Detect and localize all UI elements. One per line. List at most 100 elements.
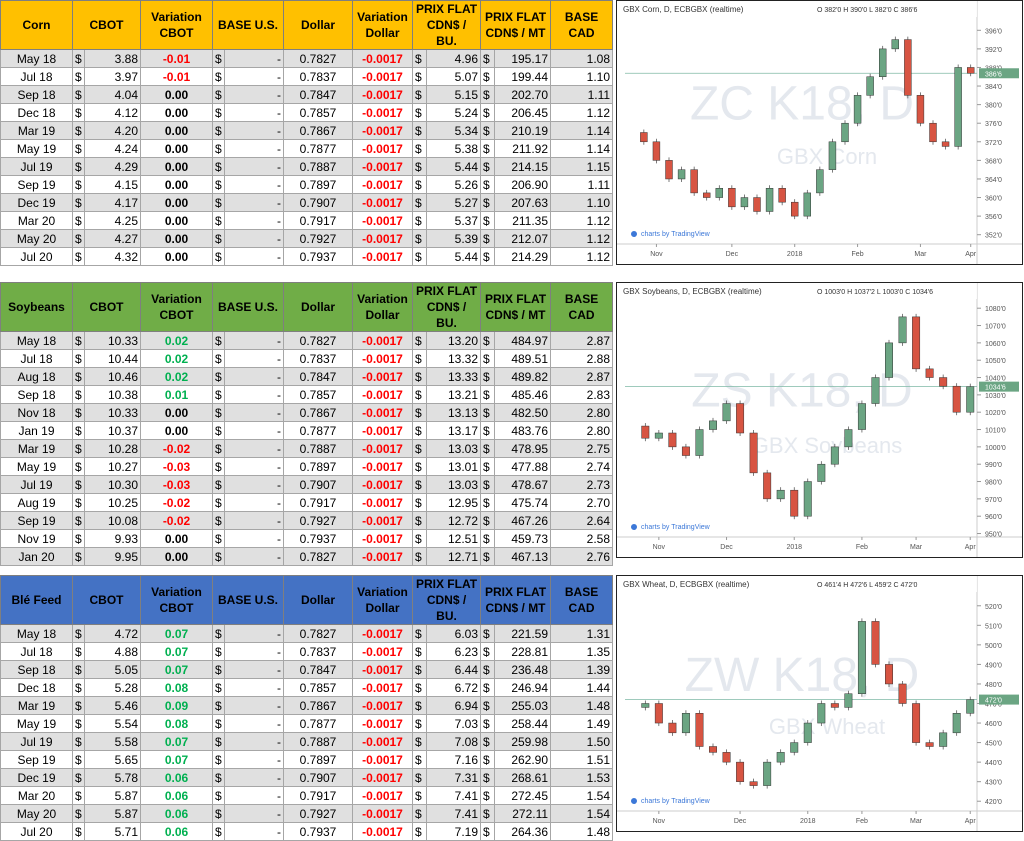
x-tick-label: Feb: [856, 818, 868, 825]
table-cell: -: [223, 385, 285, 404]
table-cell: 7.08: [426, 732, 482, 751]
table-cell: $: [480, 49, 496, 68]
table-cell: 2.58: [550, 529, 614, 548]
price-table: Soybeans CBOT Variation CBOT BASE U.S. Dolla…: [0, 282, 614, 566]
table-cell: 13.03: [426, 439, 482, 458]
candle: [641, 425, 650, 439]
table-row: May 18 $4.72 0.07 $ -0.7827 -0.0017 $6.03 $221.…: [0, 624, 614, 643]
table-cell: $: [480, 157, 496, 176]
table-cell: 2.80: [550, 421, 614, 440]
table-cell: $: [480, 85, 496, 104]
table-cell: $: [72, 331, 85, 350]
table-cell: Jul 19: [0, 157, 73, 176]
table-cell: Sep 18: [0, 385, 73, 404]
table-cell: -: [223, 768, 285, 787]
table-cell: 272.45: [494, 786, 552, 805]
header-cell: PRIX FLAT CDN$ / MT: [480, 282, 552, 332]
table-cell: Mar 20: [0, 786, 73, 805]
table-cell: $: [212, 385, 225, 404]
table-cell: -: [223, 547, 285, 566]
table-cell: May 20: [0, 229, 73, 248]
table-cell: -0.0017: [352, 624, 414, 643]
candle: [939, 732, 948, 747]
table-cell: -0.0017: [352, 804, 414, 823]
table-row: Jul 19 $10.30 -0.03 $ -0.7907 -0.0017 $13.03 $4…: [0, 475, 614, 494]
section: Corn CBOT Variation CBOT BASE U.S. Dollar Var…: [0, 0, 1024, 266]
table-cell: $: [212, 529, 225, 548]
table-cell: $: [72, 229, 85, 248]
watermark-sub: GBX Soybeans: [752, 433, 902, 458]
table-cell: 0.7937: [283, 822, 354, 841]
table-cell: $: [212, 67, 225, 86]
candle: [885, 664, 893, 685]
table-cell: $: [412, 103, 428, 122]
title-bg: [617, 1, 977, 17]
credit: charts by TradingView: [641, 798, 711, 805]
candle: [736, 403, 745, 434]
table-cell: $: [72, 367, 85, 386]
table-cell: $: [412, 85, 428, 104]
table-cell: 0.08: [140, 714, 213, 733]
table-cell: $: [480, 103, 496, 122]
table-cell: Jul 18: [0, 349, 73, 368]
candle: [665, 160, 673, 180]
candle: [879, 48, 887, 77]
candle: [763, 761, 772, 786]
x-tick-label: Dec: [720, 544, 733, 551]
table-cell: Sep 19: [0, 175, 73, 194]
table-cell: 2.75: [550, 439, 614, 458]
y-tick-label: 356'0: [985, 214, 1002, 221]
candle: [654, 432, 663, 439]
table-cell: 0.7917: [283, 211, 354, 230]
table-cell: 1.10: [550, 193, 614, 212]
table-cell: $: [212, 750, 225, 769]
chart-quote: O 461'4 H 472'6 L 459'2 C 472'0: [817, 582, 918, 589]
header-cell: CBOT: [72, 0, 141, 50]
table-cell: 0.7877: [283, 714, 354, 733]
table-row: May 20 $4.27 0.00 $ -0.7927 -0.0017 $5.39 $212.…: [0, 229, 614, 248]
candle: [904, 39, 912, 96]
table-cell: 0.7937: [283, 529, 354, 548]
y-tick-label: 392'0: [985, 47, 1002, 54]
candle: [654, 703, 663, 724]
table-cell: 2.88: [550, 349, 614, 368]
candle: [857, 403, 866, 430]
table-cell: $: [212, 139, 225, 158]
table-cell: -: [223, 732, 285, 751]
candle: [753, 197, 761, 212]
candle: [722, 752, 731, 763]
table-cell: 0.7867: [283, 403, 354, 422]
table-row: May 18 $10.33 0.02 $ -0.7827 -0.0017 $13.20 $48…: [0, 331, 614, 350]
table-cell: 210.19: [494, 121, 552, 140]
table-cell: 1.50: [550, 732, 614, 751]
table-cell: $: [72, 247, 85, 266]
price-table: Corn CBOT Variation CBOT BASE U.S. Dollar Var…: [0, 0, 614, 266]
chart-title: GBX Soybeans, D, ECBGBX (realtime): [623, 287, 762, 296]
candle: [898, 316, 907, 344]
table-cell: Jul 18: [0, 67, 73, 86]
table-cell: 10.33: [84, 331, 141, 350]
table-cell: $: [212, 175, 225, 194]
table-cell: Jul 20: [0, 247, 73, 266]
table-cell: $: [412, 696, 428, 715]
table-cell: $: [412, 714, 428, 733]
table-cell: $: [212, 660, 225, 679]
table-cell: $: [212, 696, 225, 715]
table-cell: -: [223, 660, 285, 679]
table-cell: 0.7907: [283, 768, 354, 787]
table-cell: -0.0017: [352, 475, 414, 494]
table-row: Mar 20 $4.25 0.00 $ -0.7917 -0.0017 $5.37 $211.…: [0, 211, 614, 230]
table-row: Dec 18 $4.12 0.00 $ -0.7857 -0.0017 $5.24 $206.…: [0, 103, 614, 122]
table-cell: $: [212, 457, 225, 476]
table-cell: 0.00: [140, 421, 213, 440]
table-cell: -: [223, 247, 285, 266]
y-tick-label: 364'0: [985, 177, 1002, 184]
header-cell: PRIX FLAT CDN$ / BU.: [412, 0, 482, 50]
table-cell: $: [412, 349, 428, 368]
header-cell: BASE CAD: [550, 282, 614, 332]
table-cell: $: [212, 642, 225, 661]
table-cell: 1.12: [550, 229, 614, 248]
candle: [941, 141, 950, 147]
y-tick-label: 960'0: [985, 514, 1002, 521]
header-cell: CBOT: [72, 282, 141, 332]
